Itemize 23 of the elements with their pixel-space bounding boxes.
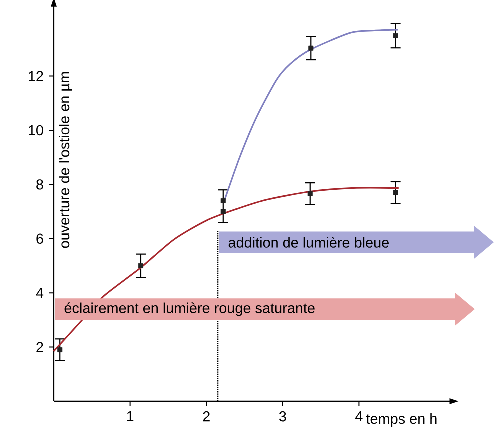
x-axis-title: temps en h	[366, 414, 437, 427]
y-tick-label: 2	[36, 342, 44, 352]
x-tick-label: 4	[356, 412, 363, 422]
y-tick-label: 4	[36, 288, 44, 298]
point	[220, 209, 226, 214]
x-tick-label: 1	[127, 412, 134, 422]
point	[308, 46, 314, 51]
x-tick-label: 2	[203, 411, 210, 422]
point	[58, 347, 63, 352]
point	[393, 190, 398, 196]
point	[138, 263, 144, 268]
y-axis-title: ouverture de l'ostiole en µm	[59, 72, 72, 248]
y-tick-label: 12	[29, 71, 44, 82]
annotation: addition de lumière bleue	[228, 237, 389, 248]
y-tick-label: 8	[36, 180, 44, 190]
line-series	[53, 187, 400, 352]
annotation: éclairement en lumière rouge saturante	[64, 302, 315, 316]
y-tick-label: 10	[29, 125, 44, 136]
x-tick-label: 3	[279, 411, 286, 422]
point	[308, 191, 313, 196]
y-tick-label: 6	[36, 234, 44, 244]
point	[393, 33, 398, 38]
point	[220, 198, 226, 204]
